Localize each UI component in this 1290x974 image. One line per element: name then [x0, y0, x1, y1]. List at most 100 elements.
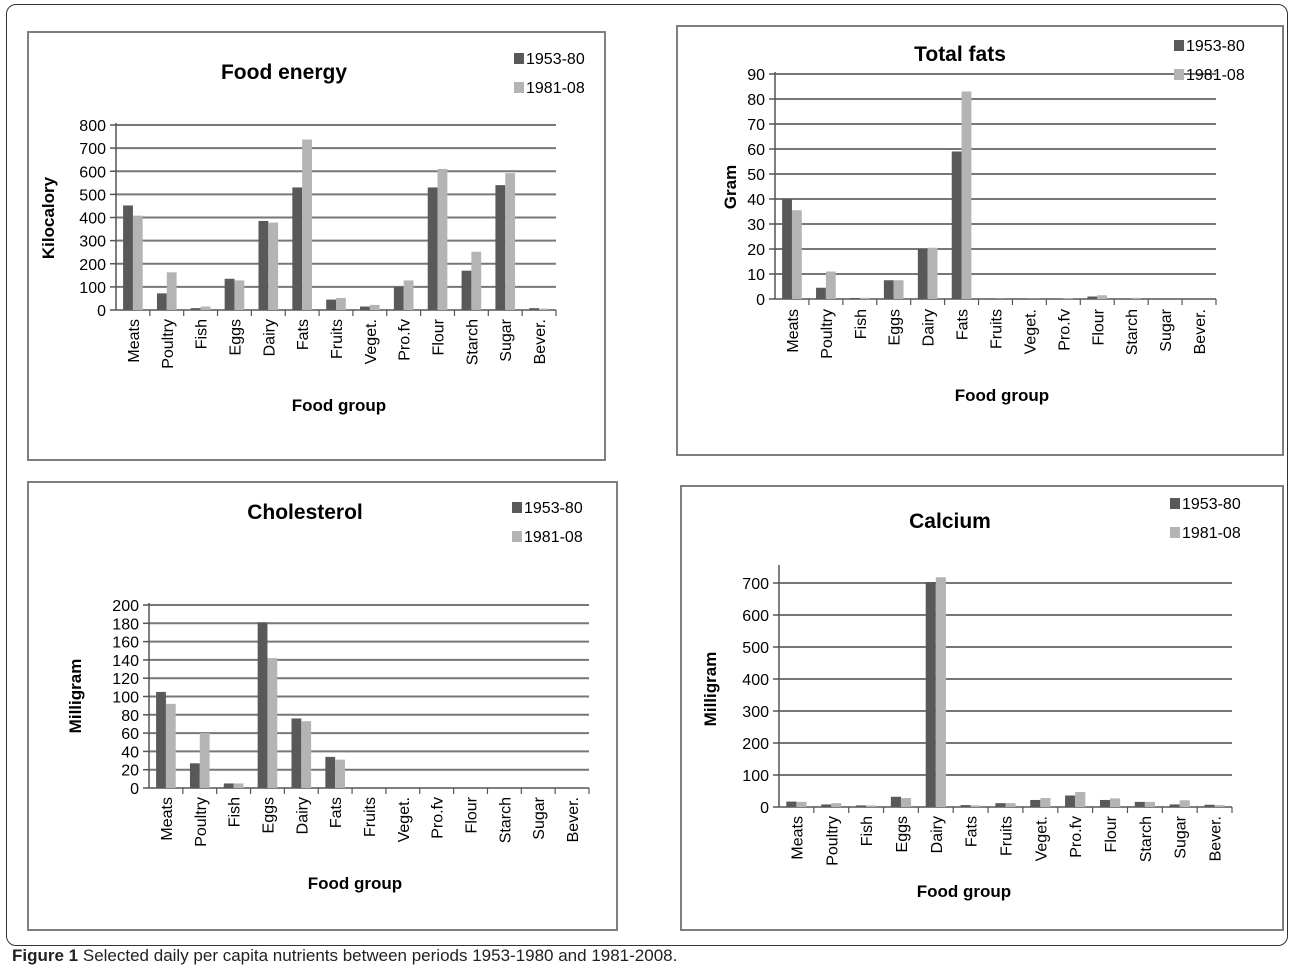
y-tick-label: 200 — [112, 598, 139, 615]
x-tick-label: Pro.fv — [1068, 816, 1085, 858]
bar-dairy-1981-08 — [268, 222, 279, 310]
y-axis-label: Kilocalory — [39, 176, 58, 259]
bar-pro-fv-1981-08 — [1063, 298, 1074, 299]
bar-meats-1981-08 — [791, 210, 802, 299]
x-tick-label: Meats — [126, 319, 143, 363]
bar-fruits-1953-80 — [995, 803, 1006, 807]
bar-fats-1953-80 — [292, 187, 303, 310]
bar-bever-1953-80 — [529, 308, 540, 310]
bar-poultry-1953-80 — [821, 804, 832, 807]
bar-fruits-1981-08 — [1005, 803, 1016, 807]
chart-title: Cholesterol — [247, 501, 363, 524]
bar-eggs-1981-08 — [900, 798, 912, 807]
x-tick-label: Bever. — [565, 797, 582, 842]
bar-starch-1981-08 — [471, 251, 482, 310]
cholesterol-chart: Cholesterol 0 20 40 60 80 100 120 140 160 180 200 Me… — [27, 481, 618, 931]
bar-pro-fv-1953-80 — [393, 286, 404, 310]
bar-meats-1981-08 — [796, 801, 807, 807]
bar-poultry-1981-08 — [831, 803, 842, 807]
y-tick-label: 600 — [742, 608, 769, 625]
legend-label: 1981-08 — [526, 80, 585, 97]
y-tick-label: 30 — [747, 217, 765, 234]
gridlines — [143, 604, 589, 789]
y-tick-label: 40 — [121, 744, 139, 761]
y-tick-label: 100 — [79, 280, 106, 297]
x-tick-label: Veget. — [363, 319, 380, 364]
y-tick-label: 700 — [79, 141, 106, 158]
y-tick-label: 500 — [742, 640, 769, 657]
y-tick-label: 80 — [121, 708, 139, 725]
legend-swatch-1981-08 — [1174, 69, 1184, 80]
y-tick-label: 70 — [747, 117, 765, 134]
y-tick-label: 200 — [742, 736, 769, 753]
y-tick-label: 80 — [747, 92, 765, 109]
y-tick-label: 10 — [747, 267, 765, 284]
bar-starch-1953-80 — [461, 270, 472, 310]
bar-poultry-1981-08 — [166, 272, 177, 310]
bars — [786, 577, 1225, 807]
bar-sugar-1953-80 — [1169, 804, 1180, 807]
y-tick-label: 60 — [121, 726, 139, 743]
x-tick-label: Dairy — [929, 816, 946, 853]
x-tick-label: Pro.fv — [1056, 309, 1073, 351]
x-tick-label: Poultry — [193, 797, 210, 847]
chart-title: Calcium — [909, 510, 991, 533]
chart-title: Food energy — [221, 61, 347, 84]
x-tick-label: Eggs — [227, 319, 244, 355]
y-tick-label: 160 — [112, 635, 139, 652]
x-tick-label: Fish — [859, 816, 876, 846]
x-tick-label: Pro.fv — [430, 797, 447, 839]
bar-meats-1953-80 — [786, 801, 797, 807]
y-tick-label: 60 — [747, 142, 765, 159]
chart-title: Total fats — [914, 43, 1006, 66]
bar-meats-1981-08 — [132, 215, 143, 310]
y-tick-label: 300 — [742, 704, 769, 721]
x-tick-label: Fruits — [329, 319, 346, 359]
bar-fish-1981-08 — [200, 306, 211, 310]
bar-flour-1981-08 — [437, 168, 448, 310]
y-tick-label: 200 — [79, 257, 106, 274]
y-tick-label: 0 — [760, 800, 769, 817]
bar-flour-1953-80 — [1099, 799, 1111, 807]
y-tick-label: 400 — [79, 211, 106, 228]
figure-caption-text: Selected daily per capita nutrients betw… — [82, 946, 678, 965]
bar-veget-1981-08 — [369, 304, 380, 310]
legend-swatch-1953-80 — [514, 53, 524, 64]
legend-label: 1953-80 — [524, 500, 583, 517]
x-tick-label: Fruits — [999, 816, 1016, 856]
bar-pro-fv-1953-80 — [1053, 298, 1064, 299]
legend-label: 1981-08 — [1182, 525, 1241, 542]
x-tick-label: Bever. — [1208, 816, 1225, 861]
legend-swatch-1981-08 — [512, 531, 522, 542]
x-axis-label: Food group — [917, 882, 1011, 901]
y-tick-label: 0 — [97, 303, 106, 320]
y-tick-label: 500 — [79, 187, 106, 204]
x-axis-label: Food group — [955, 386, 1049, 405]
bar-meats-1981-08 — [165, 703, 176, 788]
bar-eggs-1953-80 — [257, 622, 268, 788]
bar-dairy-1953-80 — [258, 220, 269, 310]
x-tick-label: Bever. — [532, 319, 549, 364]
y-tick-label: 800 — [79, 118, 106, 135]
bar-fruits-1981-08 — [336, 297, 346, 310]
bar-bever-1953-80 — [1204, 804, 1215, 807]
legend-swatch-1953-80 — [512, 502, 522, 513]
bars — [123, 139, 549, 310]
x-tick-label: Poultry — [160, 319, 177, 369]
x-tick-label: Dairy — [261, 319, 278, 356]
bar-bever-1981-08 — [539, 308, 549, 310]
x-tick-label: Poultry — [824, 816, 841, 866]
bar-bever-1981-08 — [1214, 805, 1225, 807]
figure-caption: Figure 1 Selected daily per capita nutri… — [12, 946, 677, 966]
bar-poultry-1953-80 — [156, 293, 167, 310]
bar-flour-1953-80 — [427, 187, 438, 310]
bar-fish-1953-80 — [856, 805, 867, 807]
y-tick-label: 40 — [747, 192, 765, 209]
bar-fats-1953-80 — [960, 805, 971, 807]
chart-svg: Calcium 0 100 200 300 400 500 600 700 Meats Poultr… — [701, 496, 1241, 901]
bar-fish-1981-08 — [233, 783, 244, 788]
bar-dairy-1953-80 — [925, 582, 936, 807]
total-fats-chart: Total fats 0 10 20 30 40 50 60 70 80 90 Meats Poultr… — [676, 25, 1284, 456]
y-tick-label: 100 — [742, 768, 769, 785]
chart-svg: Food energy 0 100 200 300 400 500 600 700 800 Meat… — [39, 51, 585, 415]
